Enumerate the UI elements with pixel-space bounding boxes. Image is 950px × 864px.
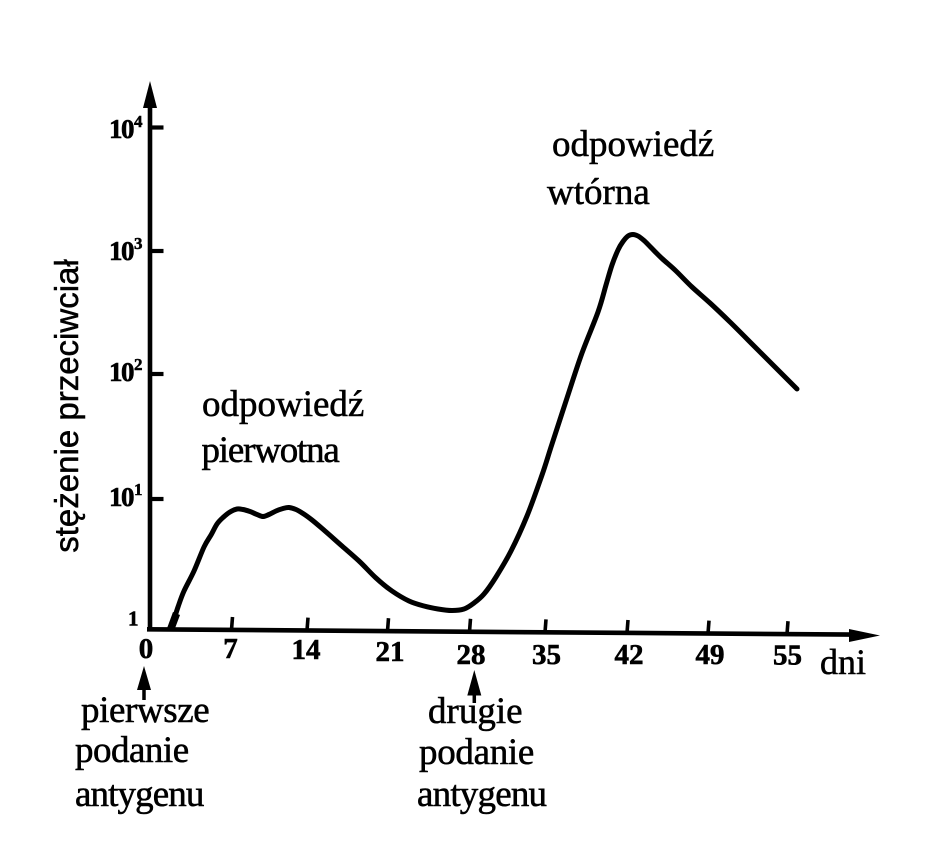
svg-text:10: 10 <box>109 482 134 512</box>
svg-text:7: 7 <box>223 633 238 665</box>
svg-text:10: 10 <box>109 357 134 387</box>
svg-text:pierwotna: pierwotna <box>202 430 340 471</box>
svg-text:1: 1 <box>128 607 138 631</box>
svg-text:2: 2 <box>134 355 143 374</box>
svg-text:28: 28 <box>457 639 486 671</box>
svg-text:49: 49 <box>696 639 725 671</box>
svg-text:1: 1 <box>134 480 143 499</box>
svg-text:42: 42 <box>615 639 644 671</box>
svg-text:0: 0 <box>139 633 154 665</box>
svg-text:odpowiedź: odpowiedź <box>552 124 714 165</box>
svg-text:3: 3 <box>134 234 143 253</box>
svg-text:14: 14 <box>292 634 321 666</box>
svg-text:4: 4 <box>134 112 143 131</box>
svg-text:podanie: podanie <box>419 732 534 773</box>
svg-text:55: 55 <box>773 640 802 672</box>
svg-text:35: 35 <box>532 639 561 671</box>
svg-text:10: 10 <box>109 114 134 144</box>
svg-text:10: 10 <box>109 236 134 266</box>
svg-text:stężenie przeciwciał: stężenie przeciwciał <box>48 259 85 553</box>
svg-text:dni: dni <box>820 642 866 682</box>
svg-text:wtórna: wtórna <box>547 172 650 213</box>
svg-text:21: 21 <box>376 636 405 668</box>
svg-text:antygenu: antygenu <box>75 774 204 815</box>
svg-text:odpowiedź: odpowiedź <box>202 384 364 425</box>
svg-text:antygenu: antygenu <box>417 774 547 815</box>
svg-text:podanie: podanie <box>75 730 189 771</box>
